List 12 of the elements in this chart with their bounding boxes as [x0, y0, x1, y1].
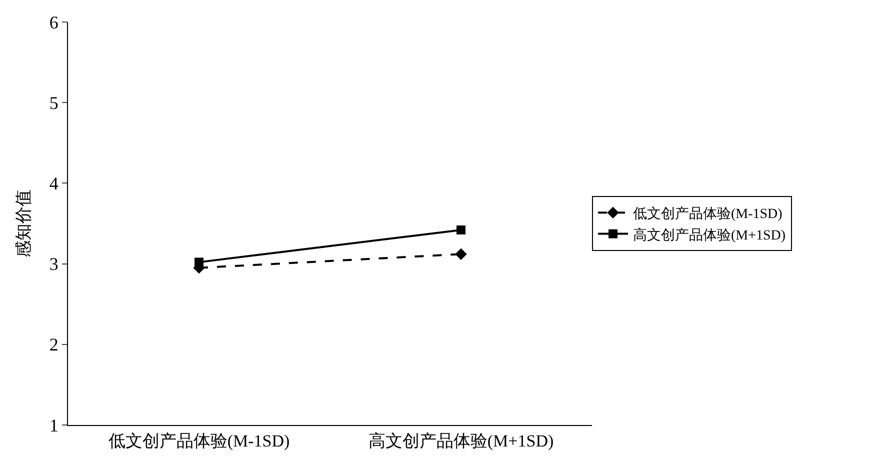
legend-label: 低文创产品体验(M-1SD)	[633, 206, 783, 222]
legend-label: 高文创产品体验(M+1SD)	[633, 227, 786, 244]
point	[456, 225, 466, 234]
y-tick-label: 4	[49, 174, 58, 194]
y-tick-label: 3	[49, 254, 58, 274]
point	[455, 248, 467, 260]
y-tick-label: 5	[49, 92, 58, 113]
y-tick-label: 6	[49, 12, 58, 32]
y-axis-title: 感知价值	[14, 190, 33, 258]
y-tick-label: 1	[49, 415, 58, 436]
point	[194, 258, 204, 267]
y-tick-label: 2	[49, 334, 58, 355]
